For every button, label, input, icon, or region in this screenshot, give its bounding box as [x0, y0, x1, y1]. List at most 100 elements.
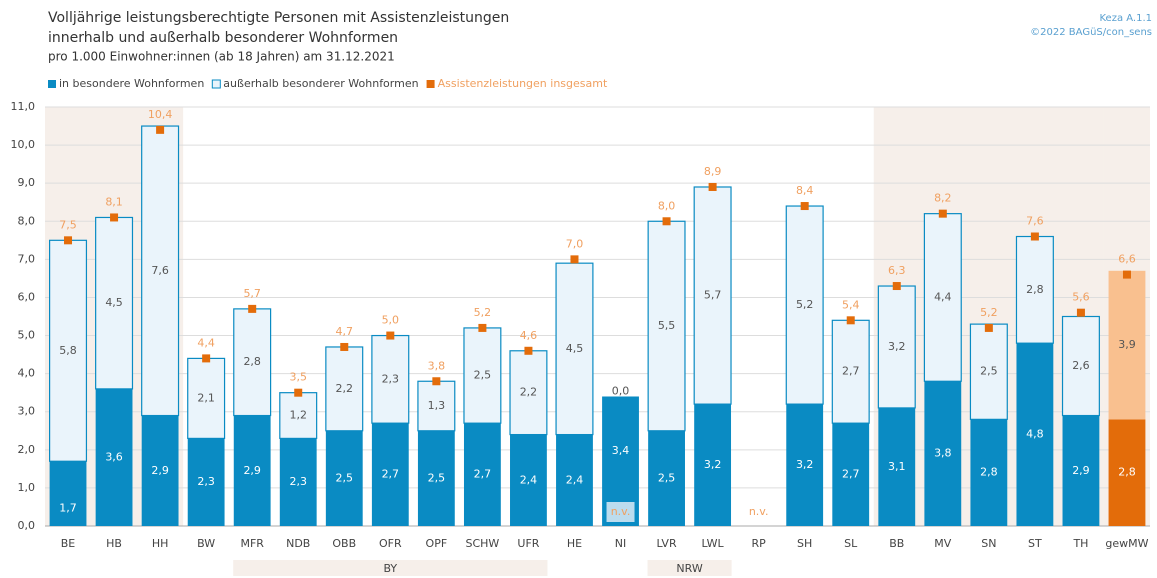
value-label: 4,7 [336, 325, 354, 338]
x-tick-label: UFR [517, 537, 539, 550]
group-label: NRW [676, 562, 702, 575]
x-tick-label: HB [106, 537, 122, 550]
bar-segment [417, 380, 456, 432]
legend-swatch [211, 79, 221, 89]
value-label: 2,4 [520, 473, 538, 486]
value-label: 3,2 [888, 340, 906, 353]
value-label: 2,9 [151, 464, 169, 477]
x-tick-label: OFR [379, 537, 402, 550]
bar-segment [1062, 415, 1100, 526]
x-tick-label: OBB [332, 537, 356, 550]
bar-segment [371, 423, 409, 526]
value-label: 8,1 [105, 195, 123, 208]
value-label: 1,3 [428, 399, 446, 412]
x-tick-label: NDB [286, 537, 310, 550]
total-marker [800, 202, 809, 211]
value-label: 2,5 [474, 369, 492, 382]
total-marker [1076, 308, 1085, 317]
legend-label: in besondere Wohnformen [59, 77, 204, 90]
y-tick-label: 10,0 [11, 138, 36, 151]
value-label: 2,4 [566, 473, 584, 486]
legend-swatch [48, 80, 56, 88]
bar-segment [49, 239, 88, 462]
bar-segment [371, 334, 410, 424]
source: ©2022 BAGüS/con_sens [1030, 27, 1152, 38]
x-tick-label: RP [752, 537, 767, 550]
group-label: BY [383, 562, 397, 575]
annotation: n.v. [611, 505, 631, 518]
total-marker [64, 236, 73, 245]
y-tick-label: 8,0 [18, 214, 36, 227]
x-tick-label: BW [197, 537, 215, 550]
bar-segment [233, 308, 272, 417]
total-marker [524, 346, 533, 355]
y-tick-label: 11,0 [11, 100, 36, 113]
value-label: 6,3 [888, 264, 906, 277]
bar-segment [279, 438, 317, 526]
annotation-box [606, 502, 635, 522]
x-tick-label: HH [152, 537, 169, 550]
bar-segment [509, 350, 548, 436]
bar-segment [141, 125, 180, 417]
total-marker [892, 282, 901, 291]
total-marker [386, 331, 395, 340]
value-label: 8,9 [704, 165, 722, 178]
value-label: 2,7 [474, 468, 492, 481]
x-tick-label: MFR [240, 537, 264, 550]
value-label: 4,8 [1026, 428, 1044, 441]
value-label: 2,3 [197, 475, 215, 488]
value-label: 5,6 [1072, 291, 1090, 304]
value-label: 2,8 [1026, 283, 1044, 296]
y-tick-label: 3,0 [18, 405, 36, 418]
y-tick-label: 1,0 [18, 481, 36, 494]
bar-segment [187, 438, 225, 526]
value-label: 7,0 [566, 237, 584, 250]
bar-segment [1016, 343, 1054, 526]
value-label: 2,5 [428, 471, 446, 484]
total-marker [846, 316, 855, 325]
bar-segment [1108, 270, 1146, 420]
value-label: 2,8 [980, 466, 998, 479]
total-marker [708, 182, 717, 191]
value-label: 4,5 [105, 296, 123, 309]
group-shade [647, 560, 732, 576]
value-label: 5,7 [243, 287, 261, 300]
x-tick-label: TH [1072, 537, 1088, 550]
value-label: 8,0 [658, 199, 676, 212]
value-label: 8,2 [934, 192, 952, 205]
value-label: 8,4 [796, 184, 814, 197]
total-marker [662, 217, 671, 226]
value-label: 2,3 [382, 372, 400, 385]
value-label: 5,5 [658, 319, 676, 332]
x-tick-label: LWL [702, 537, 725, 550]
x-tick-label: BE [61, 537, 76, 550]
value-label: 5,2 [980, 306, 998, 319]
legend-swatch [426, 80, 435, 88]
x-tick-label: MV [934, 537, 951, 550]
value-label: 2,7 [842, 365, 860, 378]
bar-segment [878, 407, 916, 526]
total-marker [938, 209, 947, 218]
value-label: 5,7 [704, 289, 722, 302]
bar-segment [141, 415, 179, 526]
value-label: 7,6 [151, 264, 169, 277]
subtitle: pro 1.000 Einwohner:innen (ab 18 Jahren)… [48, 50, 395, 64]
legend-label: Assistenzleistungen insgesamt [438, 77, 608, 90]
value-label: 3,2 [704, 458, 722, 471]
bar-segment [694, 404, 732, 526]
bar-segment [325, 346, 364, 432]
value-label: 4,4 [934, 290, 952, 303]
value-label: 2,1 [197, 391, 215, 404]
bar-segment [279, 392, 318, 439]
source: Keza A.1.1 [1099, 13, 1152, 24]
value-label: 6,6 [1118, 253, 1136, 266]
bar-segment [648, 430, 685, 526]
value-label: 3,5 [289, 371, 307, 384]
bar-segment [556, 434, 593, 526]
total-marker [110, 213, 119, 222]
value-label: 5,0 [382, 314, 400, 327]
total-marker [202, 354, 211, 363]
bar-segment [95, 388, 133, 526]
bar-segment [325, 430, 363, 526]
value-label: 2,2 [520, 386, 538, 399]
